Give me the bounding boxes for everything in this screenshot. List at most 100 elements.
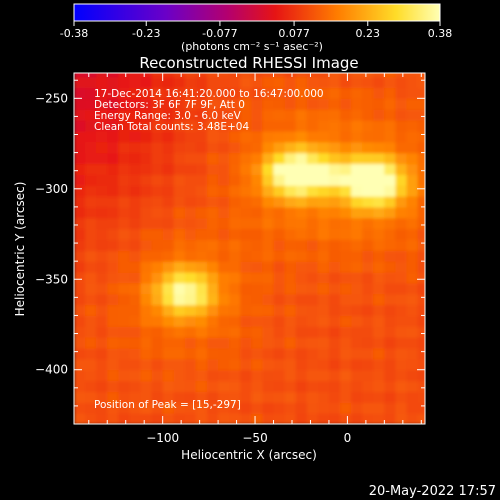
heatmap-cell	[395, 261, 408, 273]
heatmap-cell	[306, 282, 319, 295]
heatmap-cell	[207, 282, 219, 295]
heatmap-cell	[151, 402, 164, 414]
heatmap-cell	[118, 261, 131, 273]
heatmap-cell	[317, 196, 330, 208]
heatmap-cell	[96, 380, 108, 393]
heatmap-cell	[151, 272, 164, 284]
heatmap-cell	[295, 282, 308, 295]
heatmap-cell	[273, 326, 286, 338]
heatmap-cell	[284, 358, 297, 371]
heatmap-cell	[328, 98, 341, 110]
heatmap-cell	[184, 98, 197, 110]
heatmap-cell	[262, 261, 275, 273]
heatmap-cell	[373, 73, 385, 78]
heatmap-cell	[96, 76, 108, 89]
heatmap-cell	[129, 98, 142, 110]
heatmap-cell	[406, 358, 419, 371]
heatmap-cell	[96, 152, 108, 165]
heatmap-cell	[85, 206, 97, 219]
heatmap-cell	[240, 380, 252, 393]
heatmap-cell	[384, 358, 397, 371]
heatmap-cell	[129, 250, 142, 262]
heatmap-cell	[218, 315, 230, 327]
heatmap-cell	[162, 272, 175, 284]
heatmap-cell	[317, 239, 330, 251]
heatmap-cell	[262, 413, 275, 424]
heatmap-cell	[162, 185, 175, 197]
heatmap-cell	[328, 380, 341, 393]
heatmap-cell	[118, 73, 131, 78]
heatmap-cell	[406, 87, 419, 99]
heatmap-cell	[184, 130, 197, 143]
heatmap-cell	[417, 163, 425, 175]
heatmap-cell	[362, 413, 374, 424]
heatmap-cell	[162, 326, 175, 338]
heatmap-image	[74, 73, 425, 424]
heatmap-cell	[306, 73, 319, 78]
heatmap-cell	[384, 261, 397, 273]
heatmap-cell	[107, 304, 119, 317]
heatmap-cell	[229, 217, 241, 230]
heatmap-cell	[129, 315, 142, 327]
heatmap-cell	[273, 163, 286, 175]
heatmap-cell	[229, 261, 241, 273]
heatmap-cell	[74, 358, 86, 371]
heatmap-cell	[74, 304, 86, 317]
heatmap-cell	[406, 98, 419, 110]
heatmap-cell	[273, 380, 286, 393]
heatmap-cell	[151, 337, 164, 349]
heatmap-cell	[173, 228, 186, 241]
heatmap-cell	[351, 228, 363, 241]
heatmap-cell	[74, 206, 86, 219]
heatmap-cell	[129, 326, 142, 338]
heatmap-cell	[251, 326, 264, 338]
heatmap-cell	[118, 369, 131, 382]
heatmap-cell	[384, 348, 397, 360]
colorbar	[73, 3, 441, 22]
heatmap-cell	[306, 413, 319, 424]
heatmap-cell	[140, 413, 153, 424]
heatmap-cell	[373, 141, 385, 154]
heatmap-cell	[251, 109, 264, 121]
heatmap-cell	[207, 293, 219, 306]
heatmap-cell	[384, 174, 397, 186]
heatmap-cell	[262, 196, 275, 208]
heatmap-cell	[295, 152, 308, 165]
heatmap-cell	[384, 73, 397, 78]
heatmap-cell	[362, 250, 374, 262]
heatmap-cell	[251, 87, 264, 99]
heatmap-cell	[384, 239, 397, 251]
heatmap-cell	[140, 109, 153, 121]
heatmap-cell	[140, 76, 153, 89]
heatmap-cell	[251, 196, 264, 208]
heatmap-cell	[317, 206, 330, 219]
heatmap-cell	[229, 174, 241, 186]
heatmap-cell	[195, 109, 208, 121]
heatmap-cell	[395, 358, 408, 371]
heatmap-cell	[284, 174, 297, 186]
heatmap-cell	[340, 326, 352, 338]
heatmap-cell	[173, 282, 186, 295]
heatmap-cell	[229, 239, 241, 251]
heatmap-cell	[395, 141, 408, 154]
heatmap-cell	[317, 141, 330, 154]
heatmap-cell	[184, 109, 197, 121]
heatmap-cell	[74, 369, 86, 382]
heatmap-cell	[184, 272, 197, 284]
heatmap-cell	[373, 185, 385, 197]
heatmap-cell	[162, 76, 175, 89]
heatmap-cell	[384, 87, 397, 99]
heatmap-cell	[207, 76, 219, 89]
heatmap-cell	[118, 250, 131, 262]
heatmap-cell	[195, 413, 208, 424]
heatmap-cell	[373, 250, 385, 262]
heatmap-cell	[328, 73, 341, 78]
heatmap-cell	[229, 358, 241, 371]
heatmap-cell	[306, 196, 319, 208]
heatmap-cell	[74, 337, 86, 349]
heatmap-cell	[184, 196, 197, 208]
heatmap-cell	[273, 228, 286, 241]
heatmap-cell	[417, 109, 425, 121]
heatmap-cell	[184, 217, 197, 230]
heatmap-cell	[74, 76, 86, 89]
